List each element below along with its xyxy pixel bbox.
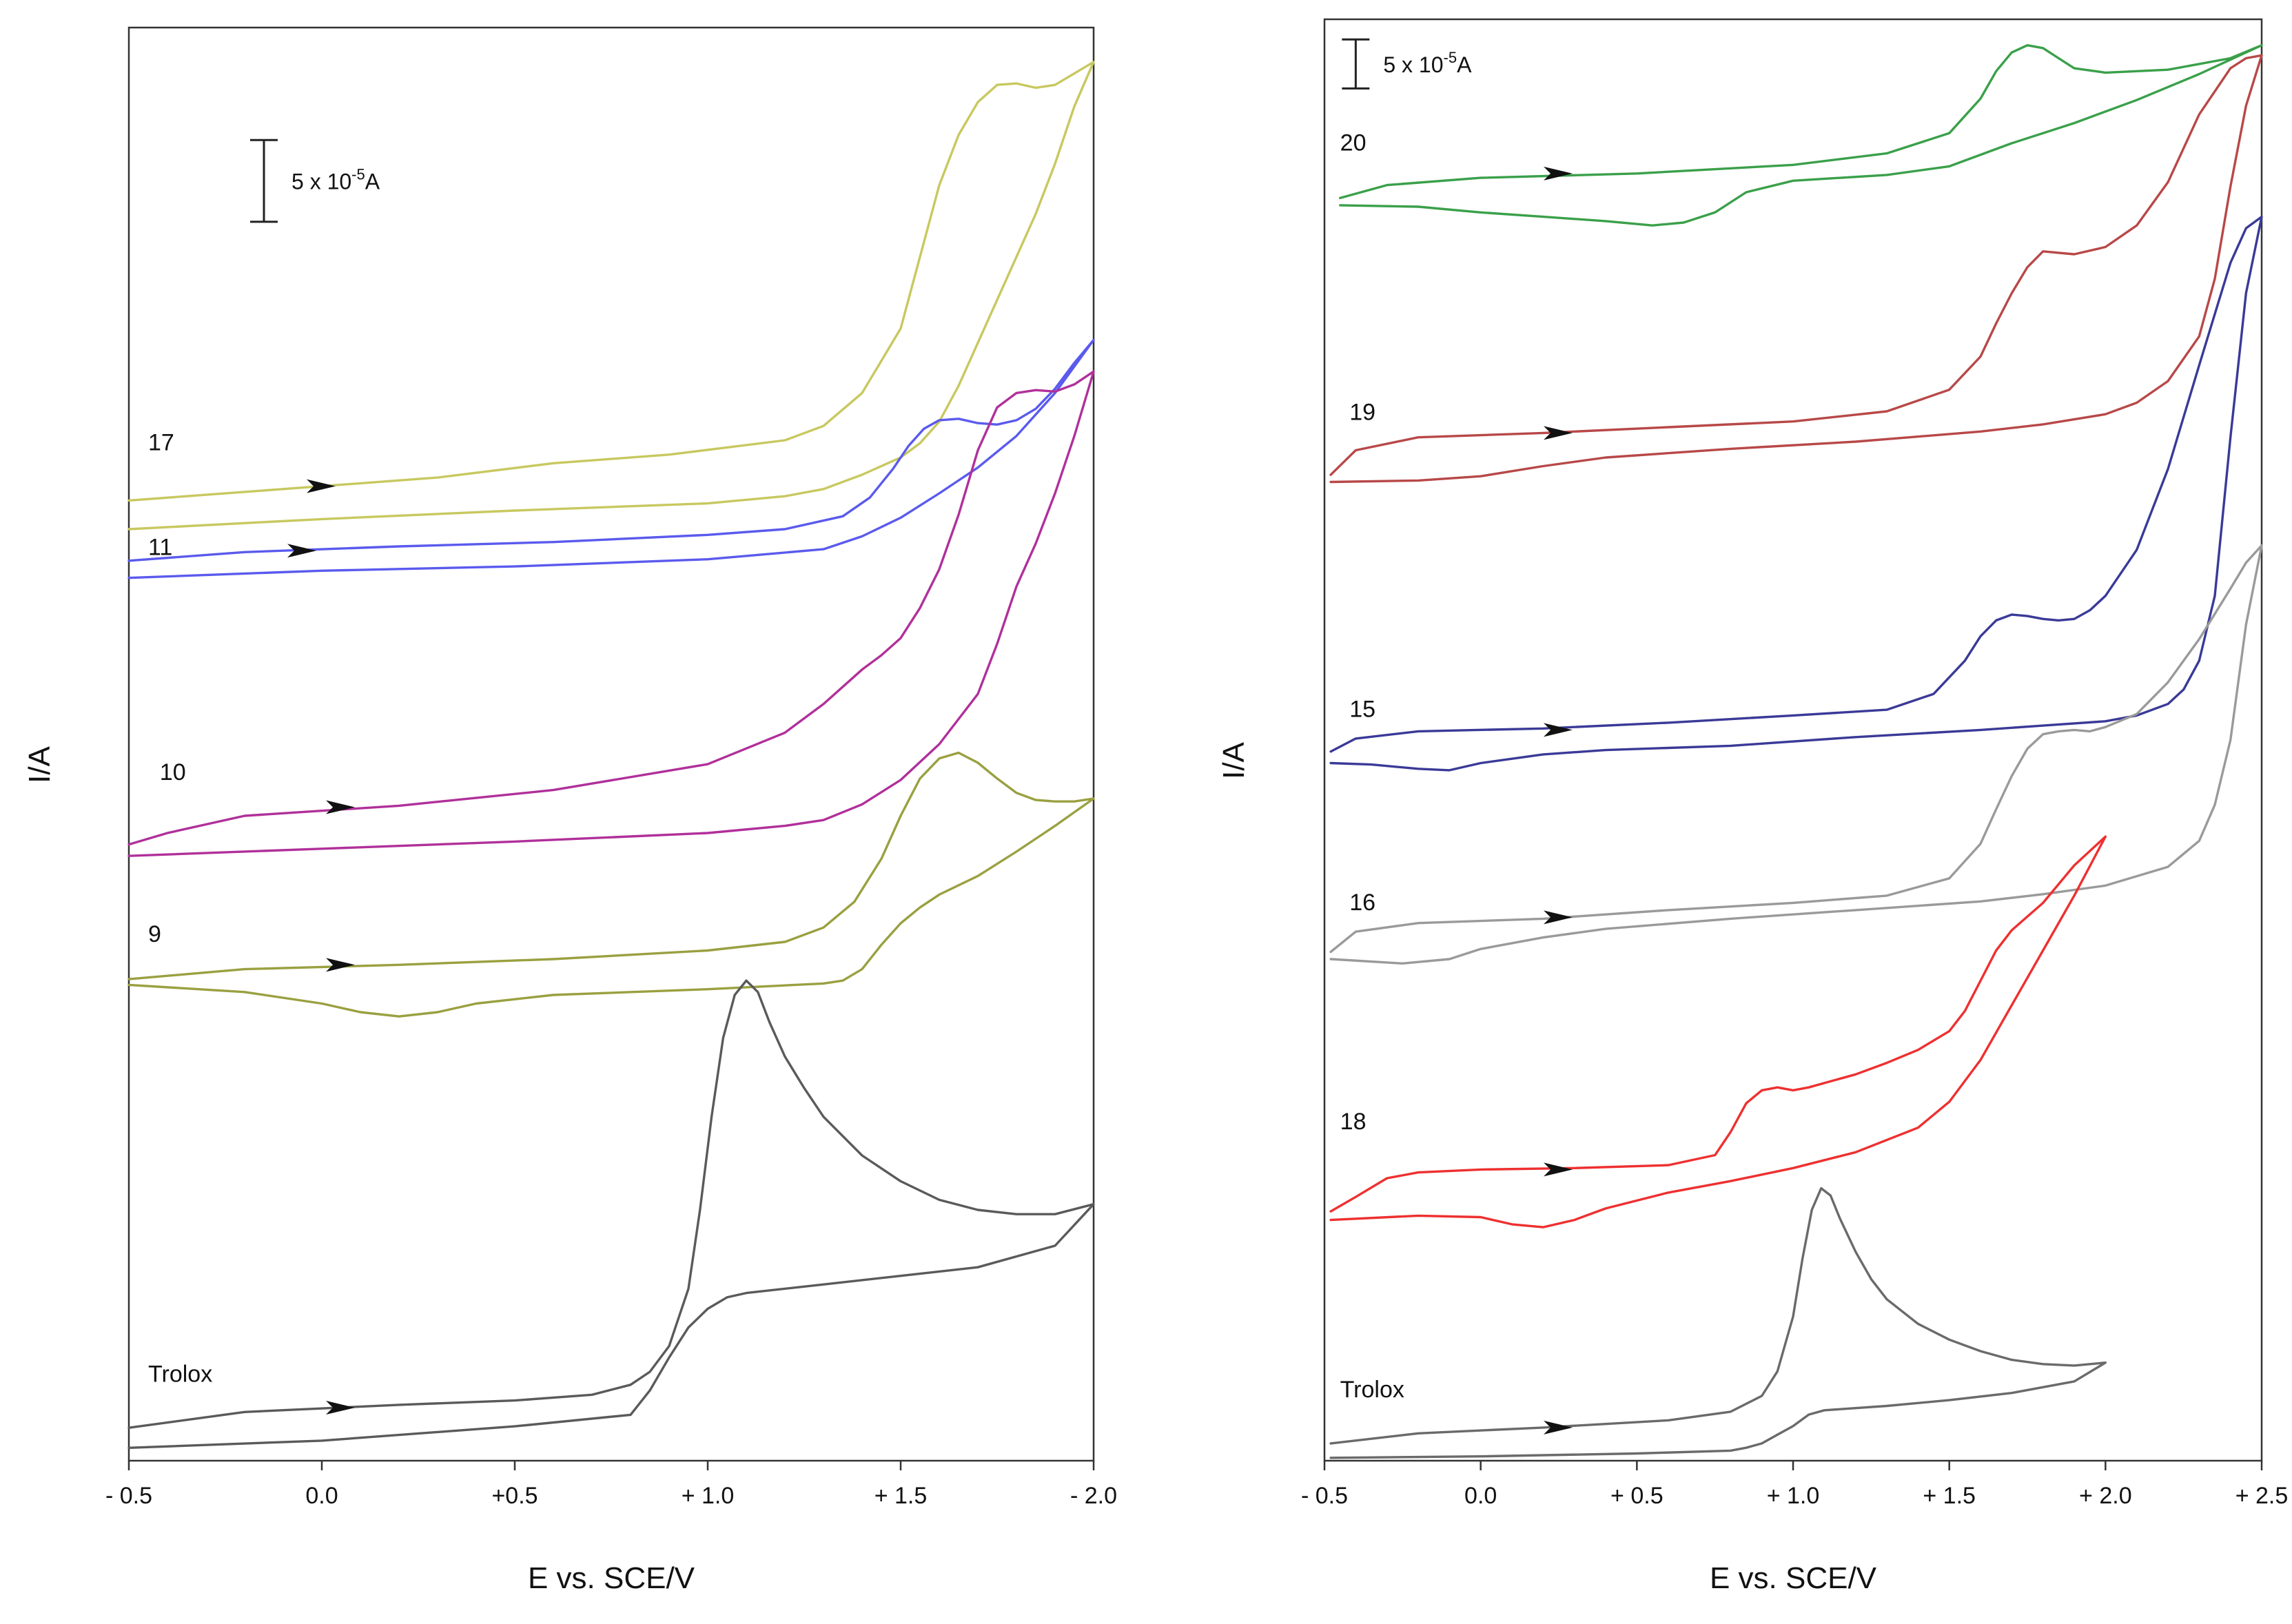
cv-trace <box>127 61 1095 531</box>
scan-direction-arrow <box>1544 910 1573 925</box>
scale-bar-label: 5 x 10-5A <box>1383 49 1472 77</box>
curve-label: 17 <box>148 430 174 456</box>
cv-trace <box>127 370 1095 857</box>
x-tick-label: + 2.0 <box>2079 1483 2132 1509</box>
curve-label: Trolox <box>1340 1377 1404 1403</box>
cv-trace <box>1329 544 2263 965</box>
x-tick-label: +0.5 <box>491 1483 538 1509</box>
x-tick-label: + 0.5 <box>1610 1483 1664 1509</box>
curve-label: 9 <box>148 921 161 947</box>
x-tick-label: 0.0 <box>305 1483 338 1509</box>
scale-bar-label: 5 x 10-5A <box>291 166 380 194</box>
scan-direction-arrow <box>1544 1162 1573 1177</box>
cv-trace <box>127 338 1095 579</box>
curve-label: 10 <box>160 759 186 785</box>
series-trolox: Trolox <box>1329 1186 2107 1459</box>
cv-trace <box>1329 54 2263 484</box>
series-17: 17 <box>127 61 1095 531</box>
y-axis-label: I/A <box>1217 741 1251 779</box>
curve-label: 16 <box>1349 890 1375 916</box>
curve-label: 15 <box>1349 697 1375 723</box>
x-tick-label: + 1.0 <box>1767 1483 1820 1509</box>
series-trolox: Trolox <box>127 979 1095 1449</box>
x-axis-label: E vs. SCE/V <box>528 1561 695 1595</box>
panel-left: - 0.5 0.0 +0.5 + 1.0 + 1.5 - 2.0 E vs. SCE/V I/… <box>23 26 1117 1595</box>
curve-label: Trolox <box>148 1361 212 1388</box>
series-11: 11 <box>127 338 1095 579</box>
series-9: 9 <box>127 751 1095 1018</box>
x-tick-label: + 1.5 <box>874 1483 928 1509</box>
scan-direction-arrow <box>307 479 336 493</box>
x-tick-label: + 2.5 <box>2235 1483 2289 1509</box>
scale-bar: 5 x 10-5A <box>250 138 380 223</box>
series-15: 15 <box>1329 215 2263 772</box>
scan-direction-arrow <box>1544 723 1573 737</box>
scan-direction-arrow <box>287 544 316 558</box>
plot-frame <box>127 26 1095 1462</box>
y-axis-label: I/A <box>23 746 57 783</box>
panel-right: - 0.5 0.0 + 0.5 + 1.0 + 1.5 + 2.0 + 2.5 E vs. S… <box>1217 18 2289 1595</box>
cv-trace <box>1329 215 2263 772</box>
cv-trace <box>1329 1186 2107 1459</box>
curve-label: 11 <box>148 534 172 560</box>
curve-label: 20 <box>1340 130 1367 156</box>
x-tick-label: 0.0 <box>1464 1483 1497 1509</box>
series-20: 20 <box>1339 44 2263 227</box>
series-16: 16 <box>1329 544 2263 965</box>
x-axis-label: E vs. SCE/V <box>1710 1561 1877 1595</box>
x-tick-label: + 1.5 <box>1923 1483 1976 1509</box>
x-tick-label: - 0.5 <box>105 1483 152 1509</box>
scan-direction-arrow <box>1544 166 1573 181</box>
cv-trace <box>127 979 1095 1449</box>
cv-trace <box>1339 44 2263 227</box>
x-tick-label: - 0.5 <box>1301 1483 1348 1509</box>
curve-label: 18 <box>1340 1109 1367 1135</box>
scan-direction-arrow <box>1544 1420 1573 1435</box>
cv-trace <box>127 751 1095 1018</box>
series-19: 19 <box>1329 54 2263 484</box>
series-18: 18 <box>1329 835 2107 1229</box>
scale-bar: 5 x 10-5A <box>1342 38 1472 90</box>
scan-direction-arrow <box>1544 426 1573 440</box>
scan-direction-arrow <box>326 1401 355 1415</box>
cv-trace <box>1329 835 2107 1229</box>
series-10: 10 <box>127 370 1095 857</box>
scan-direction-arrow <box>326 958 355 972</box>
x-tick-label: + 1.0 <box>682 1483 735 1509</box>
scan-direction-arrow <box>326 800 355 814</box>
curve-label: 19 <box>1349 400 1375 426</box>
x-tick-label: - 2.0 <box>1070 1483 1117 1509</box>
